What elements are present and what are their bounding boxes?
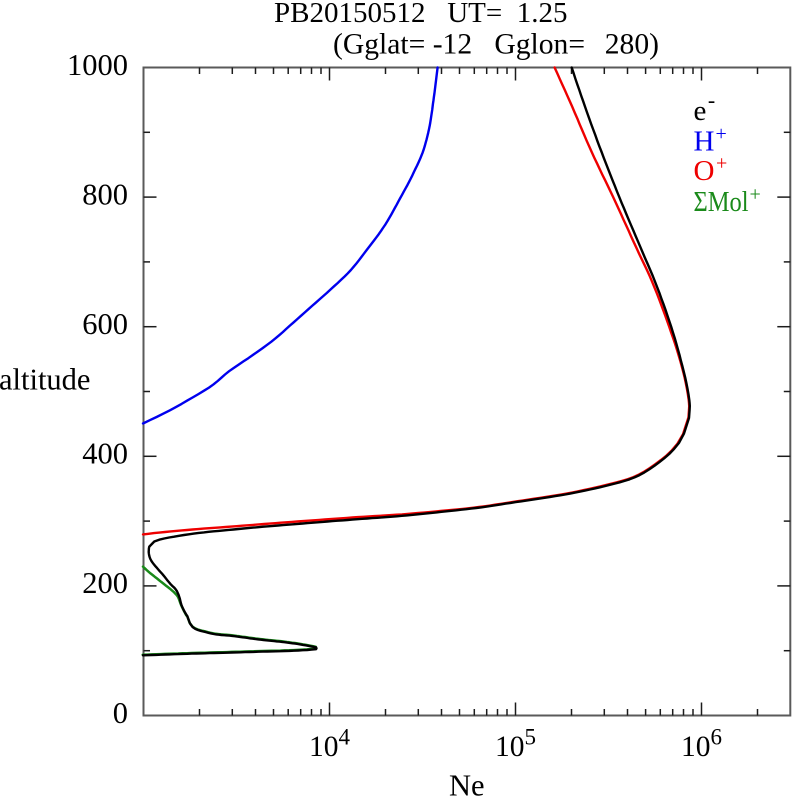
svg-text:ΣMol+: ΣMol+ [694, 184, 761, 219]
svg-text:400: 400 [82, 437, 128, 471]
svg-text:0: 0 [113, 696, 128, 730]
svg-text:(Gglat= -12 Gglon= 280): (Gglat= -12 Gglon= 280) [333, 29, 659, 61]
svg-text:PB20150512 UT= 1.25: PB20150512 UT= 1.25 [274, 0, 567, 29]
svg-text:1000: 1000 [67, 48, 128, 82]
svg-text:200: 200 [82, 566, 128, 600]
svg-text:Ne: Ne [449, 769, 485, 797]
svg-text:800: 800 [82, 177, 128, 211]
svg-text:altitude: altitude [0, 362, 90, 396]
svg-text:600: 600 [82, 307, 128, 341]
